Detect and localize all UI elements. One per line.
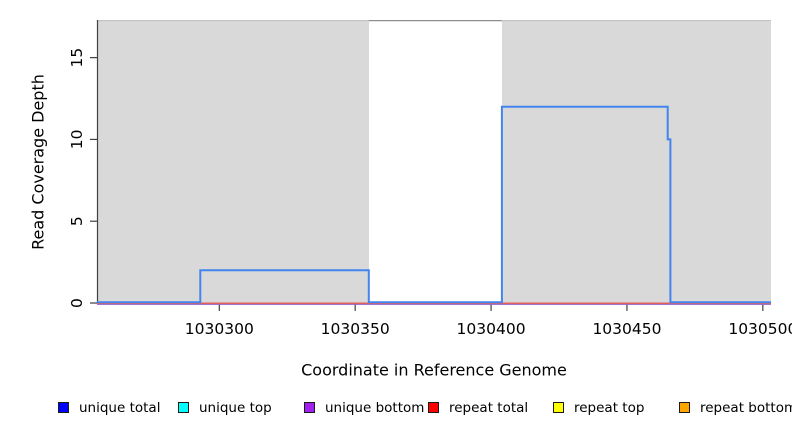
region-repeat bbox=[368, 20, 502, 303]
region-unique bbox=[97, 20, 369, 303]
y-tick-label: 0 bbox=[68, 298, 86, 308]
x-tick-label: 1030300 bbox=[185, 320, 254, 338]
y-tick-label: 5 bbox=[68, 216, 86, 226]
region-unique bbox=[501, 20, 771, 303]
y-tick-label: 10 bbox=[68, 130, 86, 150]
x-tick-label: 1030450 bbox=[592, 320, 661, 338]
x-tick-label: 1030350 bbox=[321, 320, 390, 338]
x-tick-label: 1030400 bbox=[457, 320, 526, 338]
y-tick-label: 15 bbox=[68, 48, 86, 68]
x-axis-title: Coordinate in Reference Genome bbox=[301, 360, 567, 380]
series-line-unique-total bbox=[97, 105, 771, 304]
x-tick-label: 1030500 bbox=[728, 320, 792, 338]
y-axis-title: Read Coverage Depth bbox=[28, 74, 48, 250]
